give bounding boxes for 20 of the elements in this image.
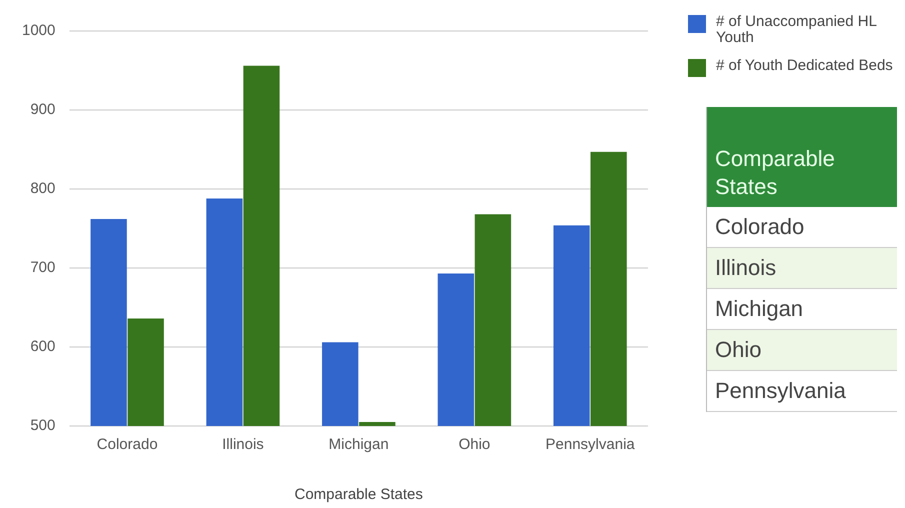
x-tick-label: Illinois <box>222 436 264 454</box>
y-tick-label: 700 <box>30 259 56 276</box>
text: Colorado <box>707 207 897 248</box>
y-tick-label: 800 <box>30 180 56 198</box>
x-tick-label: Ohio <box>458 436 490 454</box>
x-axis-title: Comparable States <box>294 486 423 504</box>
y-tick-label: 500 <box>30 417 56 434</box>
y-tick-label: 600 <box>30 338 56 356</box>
legend-label: # of Unaccompanied HL Youth <box>716 13 878 46</box>
text: Michigan <box>707 289 897 330</box>
x-tick-label: Pennsylvania <box>546 436 636 454</box>
x-tick-label: Michigan <box>328 436 389 454</box>
text: Pennsylvania <box>707 371 897 412</box>
text: Ohio <box>707 330 897 371</box>
y-tick-label: 900 <box>30 101 56 118</box>
text: Illinois <box>707 248 897 289</box>
y-tick-label: 1000 <box>22 22 56 40</box>
text: Comparable States <box>707 107 897 207</box>
legend-label: # of Youth Dedicated Beds <box>716 57 894 74</box>
x-tick-label: Colorado <box>96 436 158 454</box>
